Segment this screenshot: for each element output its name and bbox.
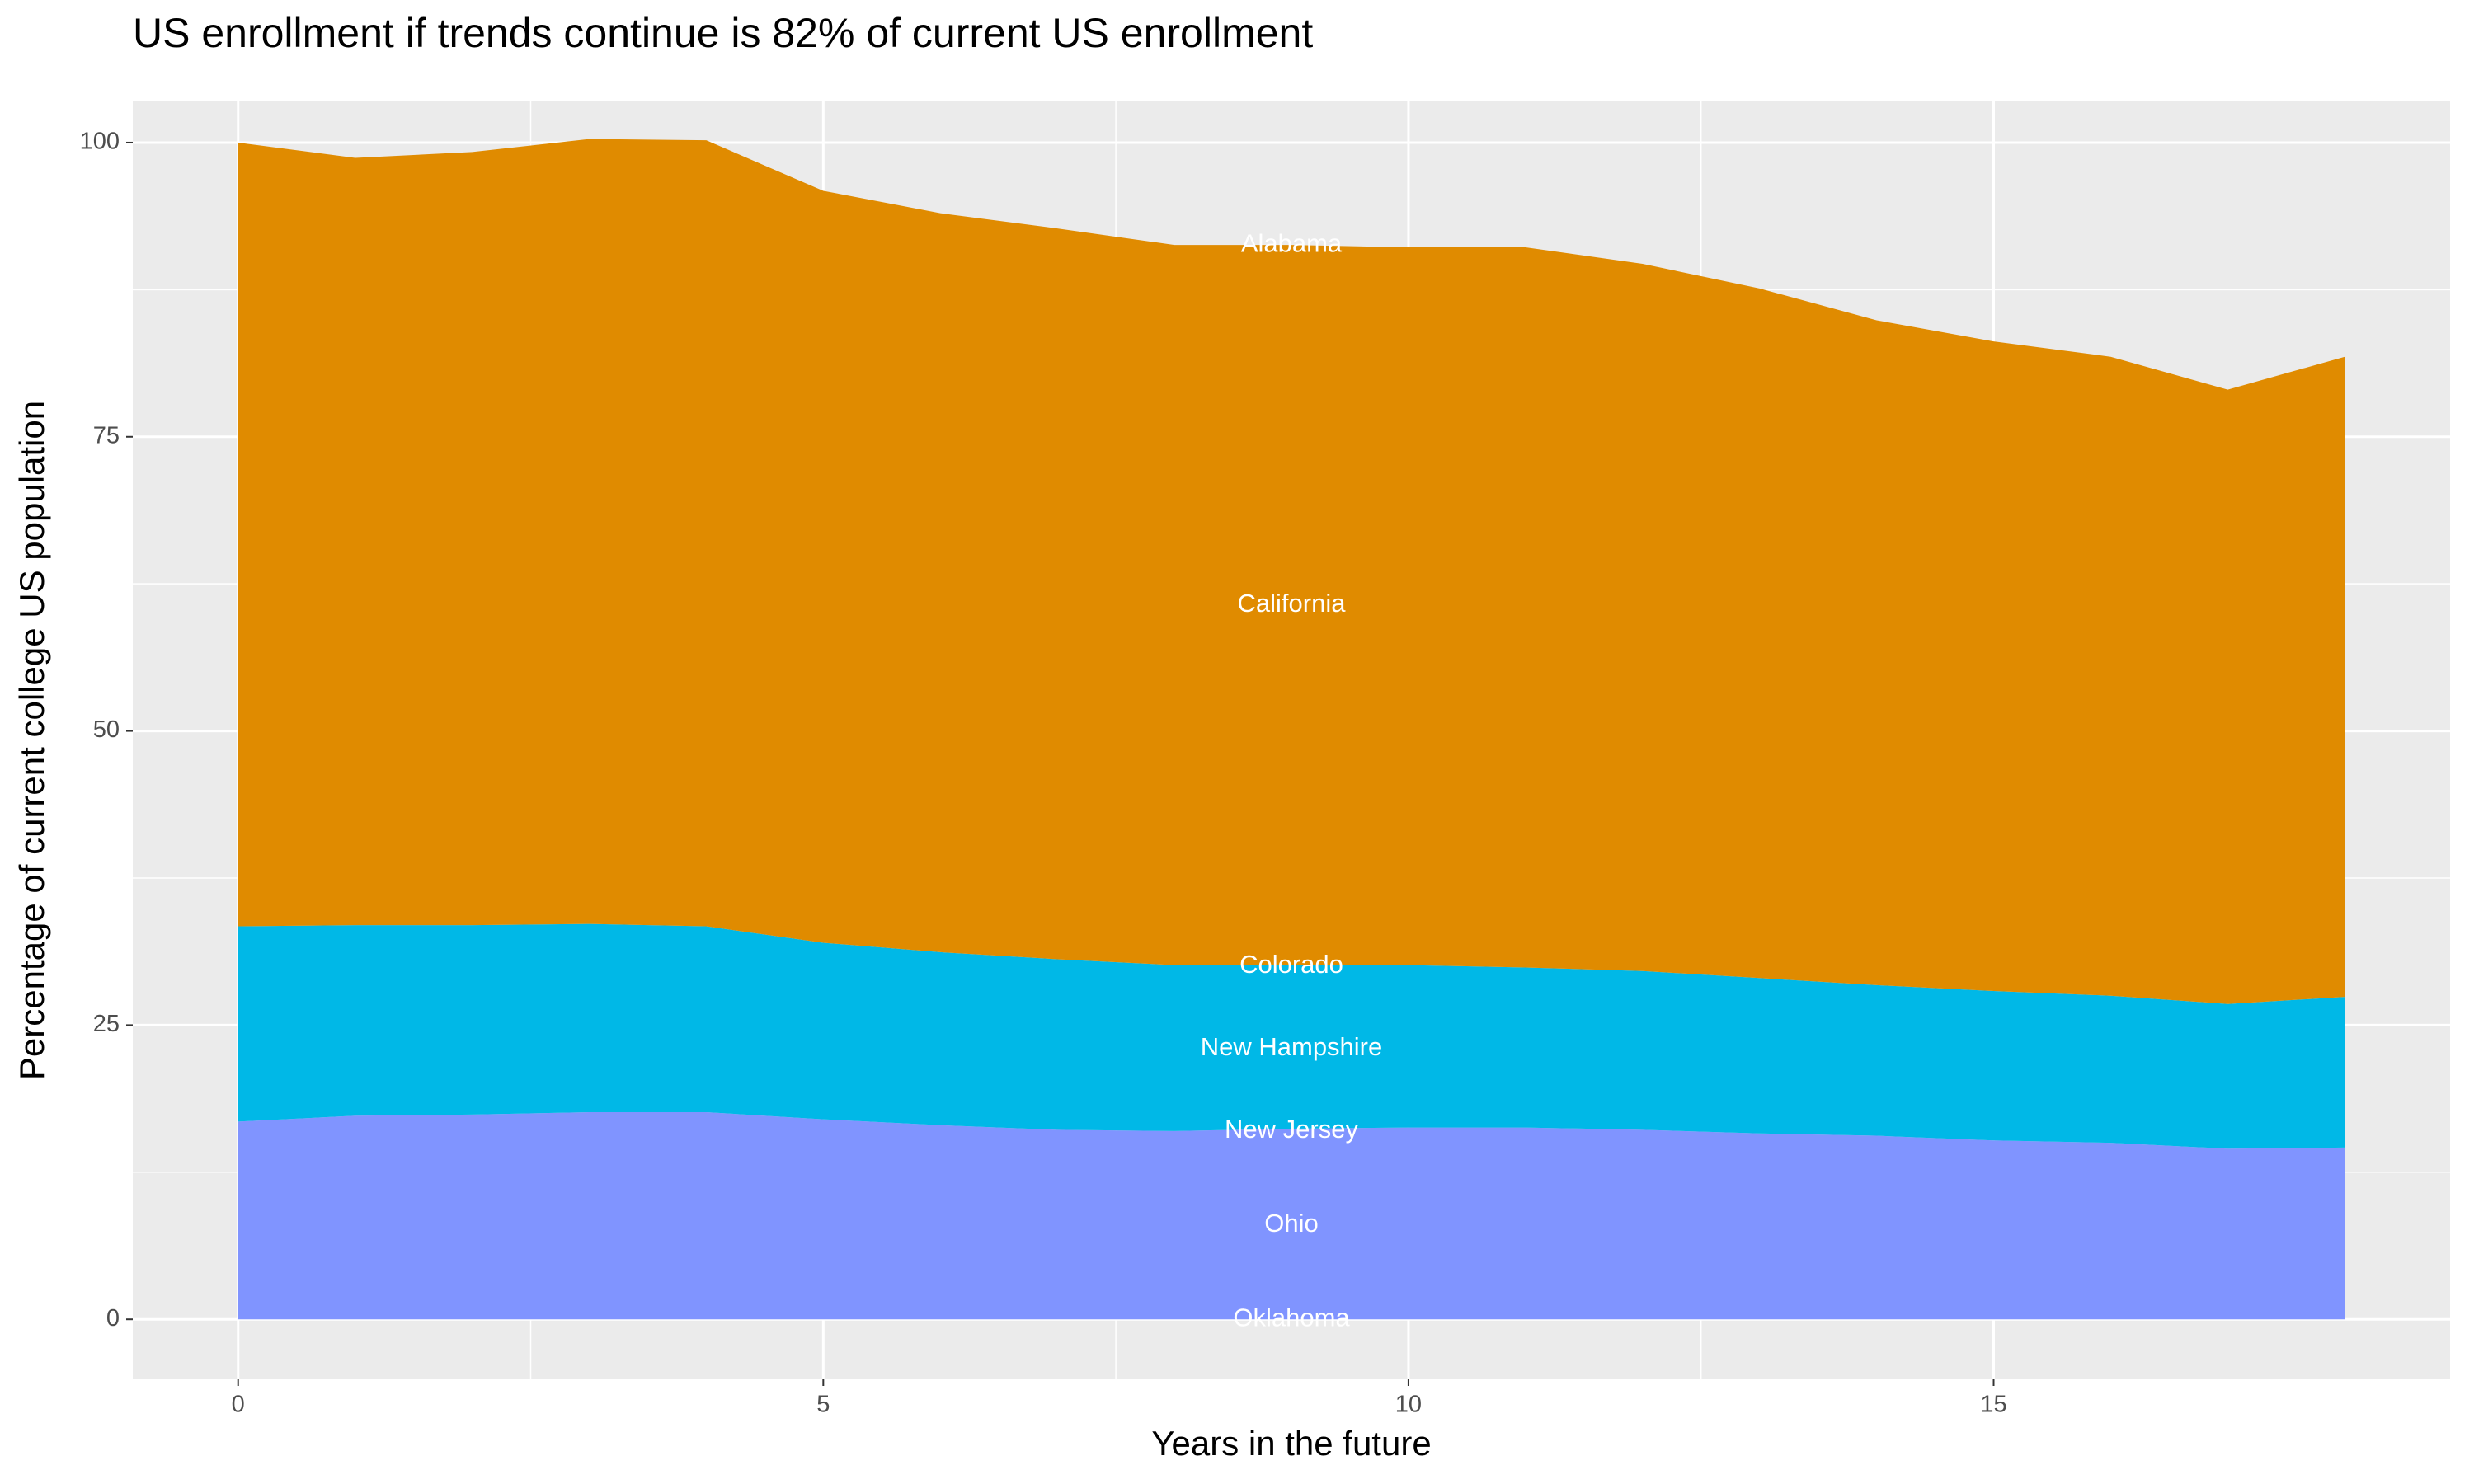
area-label: New Jersey: [1225, 1115, 1358, 1144]
y-axis-label: Percentage of current college US populat…: [12, 401, 51, 1080]
area-label: Alabama: [1241, 228, 1343, 257]
y-tick-label: 75: [93, 422, 120, 448]
area-label: Ohio: [1264, 1209, 1318, 1237]
area: [238, 139, 2345, 1004]
x-tick-label: 10: [1395, 1392, 1422, 1418]
x-tick-label: 5: [816, 1392, 830, 1418]
area: [238, 923, 2345, 1149]
area-label: Colorado: [1239, 950, 1343, 979]
y-tick-label: 50: [93, 716, 120, 743]
area-label: New Hampshire: [1201, 1032, 1383, 1061]
area-label: Oklahoma: [1233, 1303, 1350, 1331]
x-tick-label: 0: [232, 1392, 245, 1418]
x-axis-label: Years in the future: [1151, 1424, 1431, 1463]
y-tick-label: 100: [80, 129, 120, 155]
y-tick-label: 0: [106, 1305, 120, 1331]
y-tick-label: 25: [93, 1011, 120, 1037]
x-tick-label: 15: [1980, 1392, 2006, 1418]
chart-title: US enrollment if trends continue is 82% …: [133, 10, 1313, 56]
area-label: California: [1238, 589, 1347, 618]
area: [238, 1112, 2345, 1320]
